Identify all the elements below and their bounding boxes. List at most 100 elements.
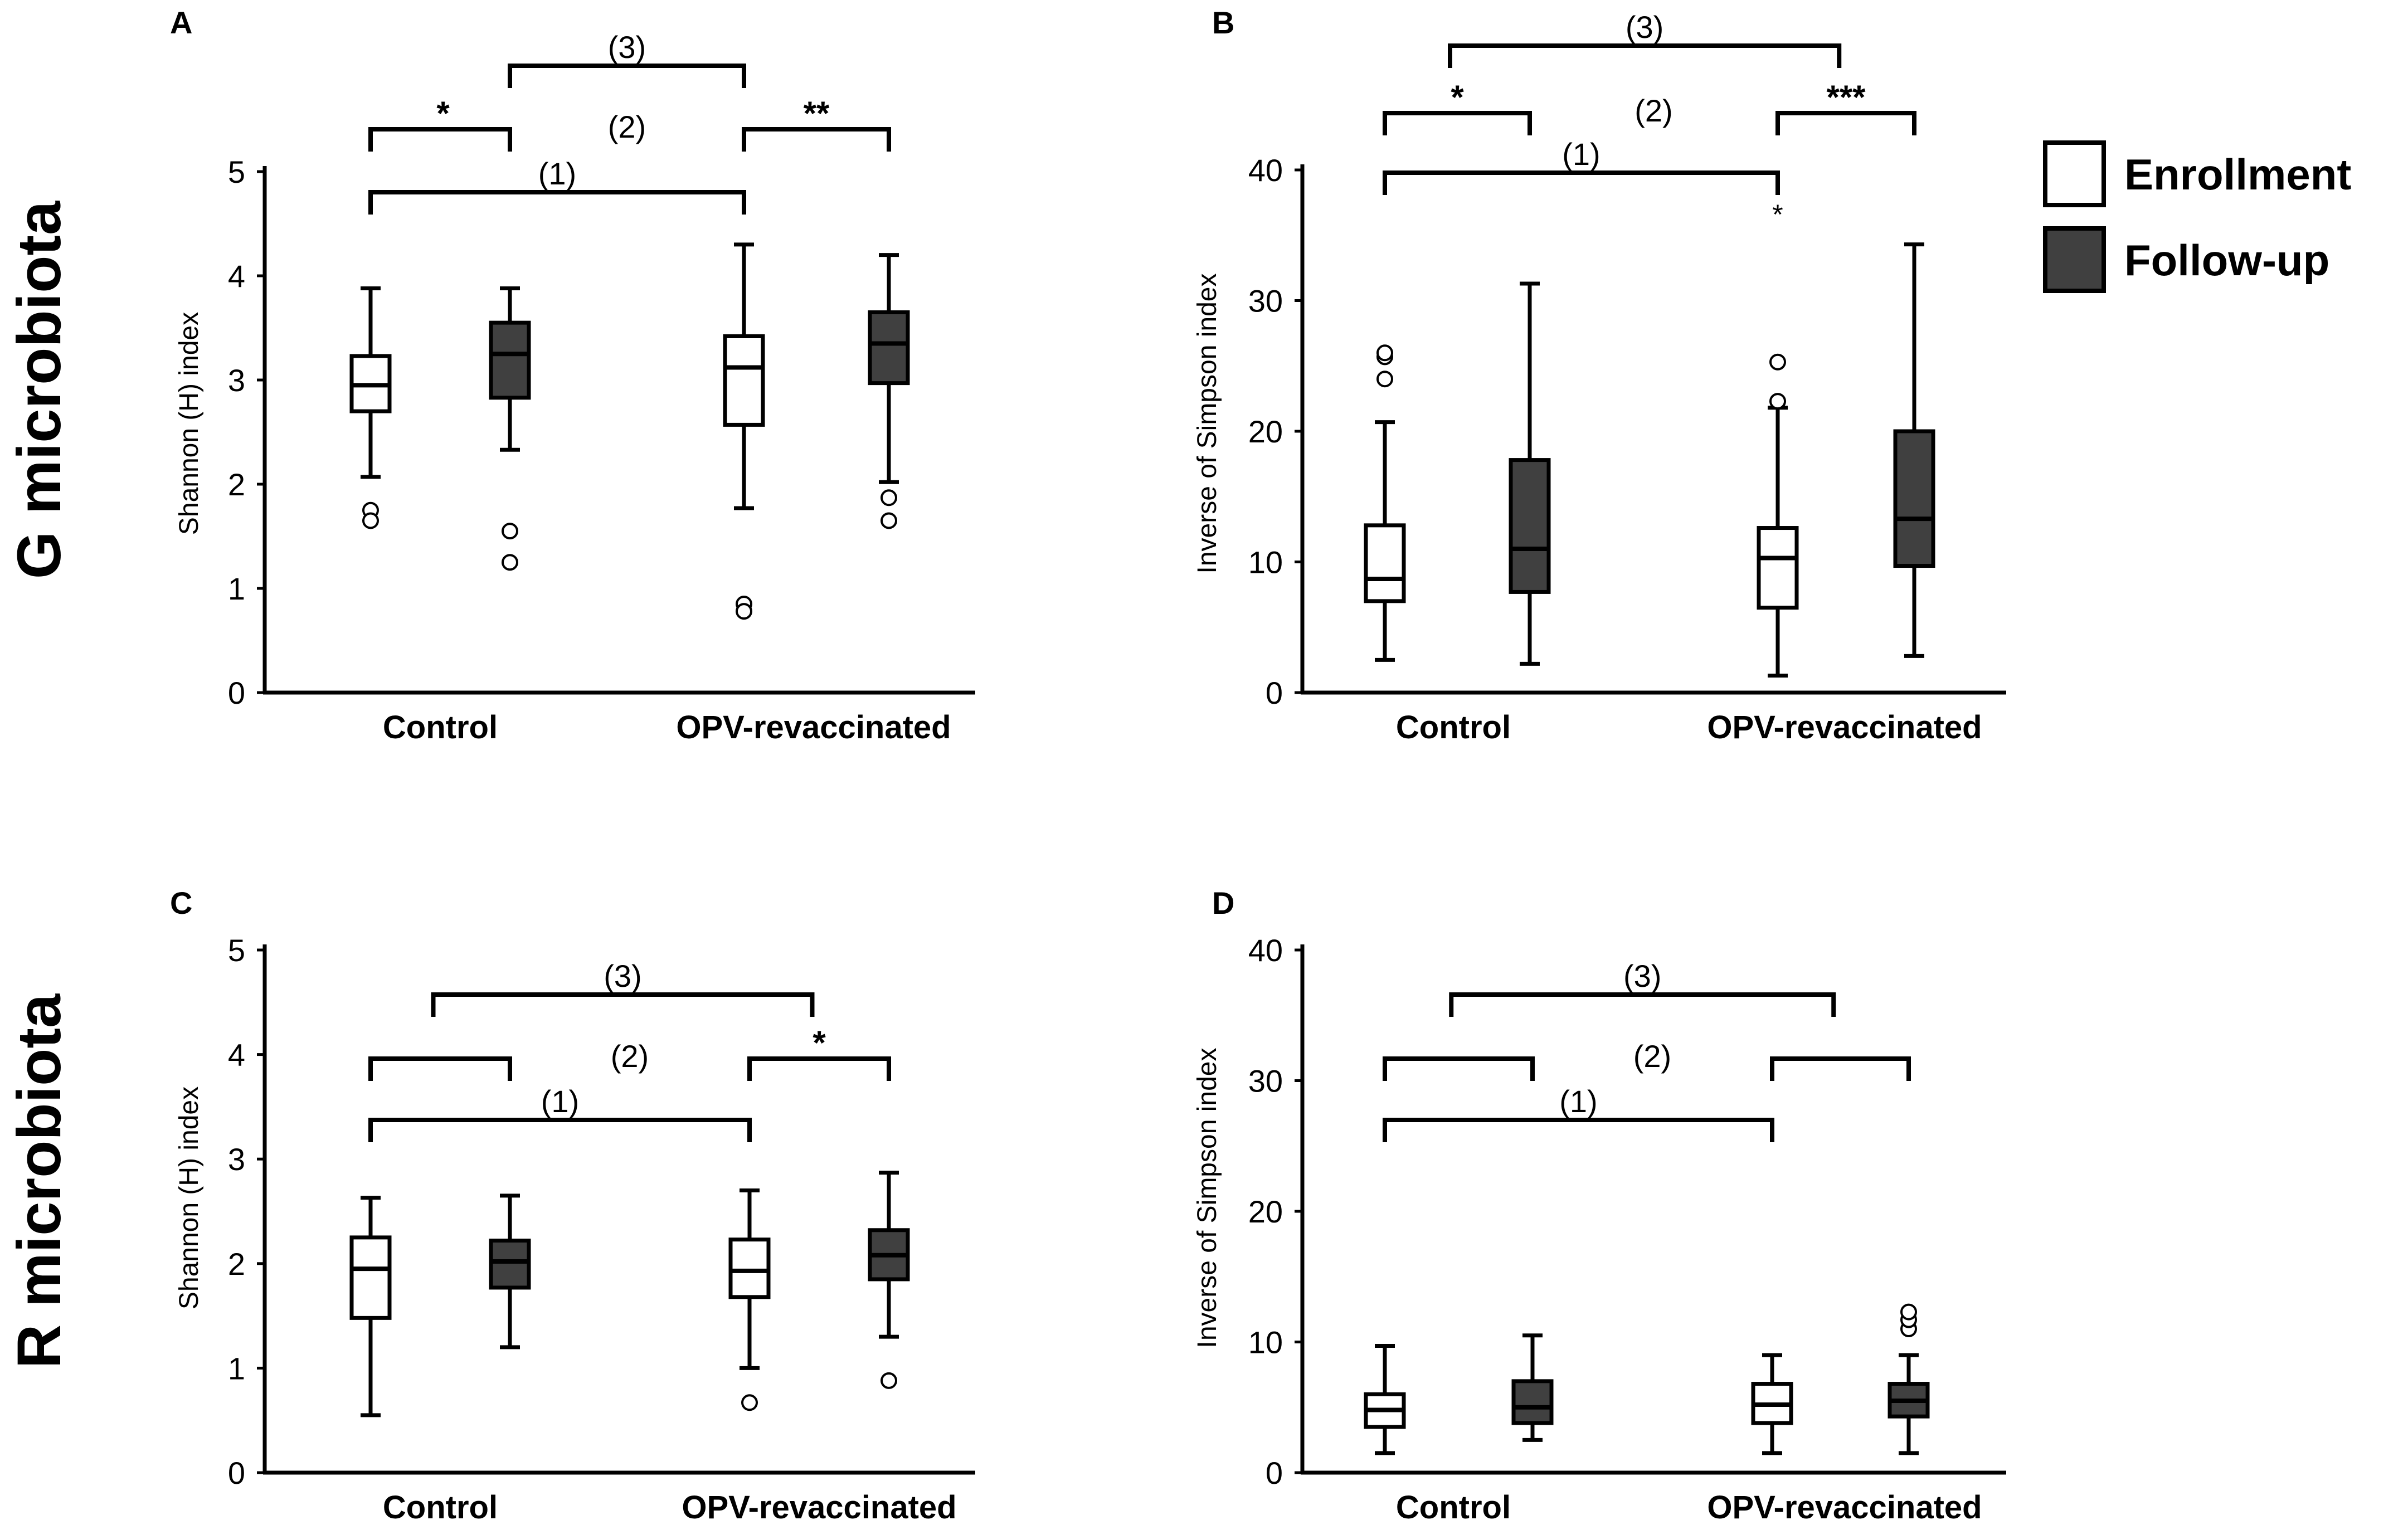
box-opv-revaccinated-enrollment [728,1188,771,1411]
significance-label: * [436,95,450,132]
category-label: Control [383,709,498,746]
legend-label-followup: Follow-up [2124,236,2329,285]
box-opv-revaccinated-follow-up [868,1171,910,1389]
outlier-point [741,1394,758,1411]
category-label: Control [1396,1489,1511,1520]
comparison-bracket: (1) [1383,137,1780,195]
y-tick-label: 1 [228,571,245,606]
category-label: OPV-revaccinated [1707,709,1982,746]
outlier-point [502,523,518,540]
box-opv-revaccinated-enrollment [1751,1353,1793,1455]
y-tick-label: 40 [1248,933,1283,968]
panel-a: A 0 1 2 3 4 5 Shannon (H) index Control OPV-revac… [170,5,975,746]
bracket-label: (3) [1626,9,1663,45]
y-tick-label: 20 [1248,414,1283,449]
box-iqr [349,1235,392,1320]
y-tick-label: 1 [228,1351,245,1386]
outlier-point [736,603,752,620]
panel-letter: D [1212,885,1234,920]
box-opv-revaccinated-enrollment: * [1757,199,1799,678]
box-iqr [1893,429,1935,568]
comparison-bracket: *** [1775,79,1916,135]
panel-letter: C [170,885,192,920]
significance-label: * [1451,79,1464,116]
legend-swatch-followup [2043,226,2106,293]
y-tick-label: 30 [1248,1064,1283,1099]
legend: Enrollment Follow-up [2043,140,2351,293]
box-iqr [489,1239,531,1290]
y-tick-label: 4 [228,1037,245,1073]
box-iqr [728,1238,771,1299]
panel-b: B 0 10 20 30 40 Inverse of Simpson index Contro… [1193,5,2006,746]
bracket-line [368,1118,752,1142]
bracket-line [431,992,815,1017]
y-axis-label: Shannon (H) index [174,1087,204,1309]
bracket-line [747,1056,891,1081]
bracket-line [368,190,746,215]
y-tick-label: 5 [228,933,245,968]
category-label: OPV-revaccinated [676,709,951,746]
box-iqr [1509,458,1551,594]
panel-c: C 0 1 2 3 4 5 Shannon (H) index Control OPV-revac… [170,885,975,1520]
row-label-g: G microbiota [5,201,74,579]
box-iqr [1364,523,1406,603]
box-opv-revaccinated-follow-up [1888,1303,1930,1455]
y-axis-label: Inverse of Simpson index [1193,274,1222,574]
box-control-enrollment [349,1196,392,1417]
y-tick-label: 0 [228,675,245,710]
outlier-point [1376,371,1393,388]
outlier-point [1900,1303,1917,1321]
comparison-bracket [1770,1056,1911,1081]
comparison-bracket: (3) [1449,958,1836,1017]
y-tick-label: 0 [228,1455,245,1490]
comparison-bracket: ** [742,95,891,152]
y-tick-label: 3 [228,363,245,398]
row-label-r: R microbiota [5,993,74,1368]
box-control-follow-up [489,1193,531,1350]
bracket-line [368,1056,512,1081]
bracket-line [1383,111,1532,135]
y-tick-label: 3 [228,1142,245,1177]
box-opv-revaccinated-follow-up [1893,242,1935,658]
box-iqr [868,310,910,386]
bracket-line [742,127,891,152]
comparison-bracket: (2) * [1383,79,1673,135]
outlier-point [362,512,379,529]
box-control-enrollment [1364,1344,1406,1455]
bracket-line [1448,43,1842,68]
box-iqr [489,320,531,400]
comparison-bracket: (2) [368,1039,649,1081]
bracket-line [1770,1056,1911,1081]
extreme-point: * [1772,199,1783,230]
outlier-point [1769,353,1786,371]
y-tick-label: 5 [228,154,245,189]
bracket-label: (3) [1623,958,1661,993]
category-label: OPV-revaccinated [682,1489,956,1520]
bracket-line [508,64,746,88]
bracket-label: (1) [541,1084,579,1119]
panel-letter: B [1212,5,1234,40]
bracket-label: (2) [1634,93,1672,128]
panel-d: D 0 10 20 30 40 Inverse of Simpson index Contro… [1193,885,2006,1520]
y-tick-label: 10 [1248,1325,1283,1360]
bracket-line [1449,992,1836,1017]
comparison-bracket: (3) [431,958,815,1017]
box-iqr [1757,526,1799,610]
box-control-enrollment [1364,344,1406,662]
significance-label: * [813,1024,826,1061]
comparison-bracket: * [747,1024,891,1081]
y-tick-label: 40 [1248,153,1283,188]
significance-label: ** [804,95,830,132]
outlier-point [880,512,897,529]
box-opv-revaccinated-enrollment [723,242,765,620]
bracket-line [1383,170,1780,195]
bracket-label: (2) [1633,1039,1671,1074]
category-label: Control [383,1489,498,1520]
y-tick-label: 30 [1248,284,1283,319]
y-tick-label: 0 [1266,1455,1283,1490]
bracket-line [1775,111,1916,135]
comparison-bracket: (1) [1383,1084,1774,1142]
significance-label: *** [1826,79,1866,116]
bracket-label: (3) [608,30,646,65]
